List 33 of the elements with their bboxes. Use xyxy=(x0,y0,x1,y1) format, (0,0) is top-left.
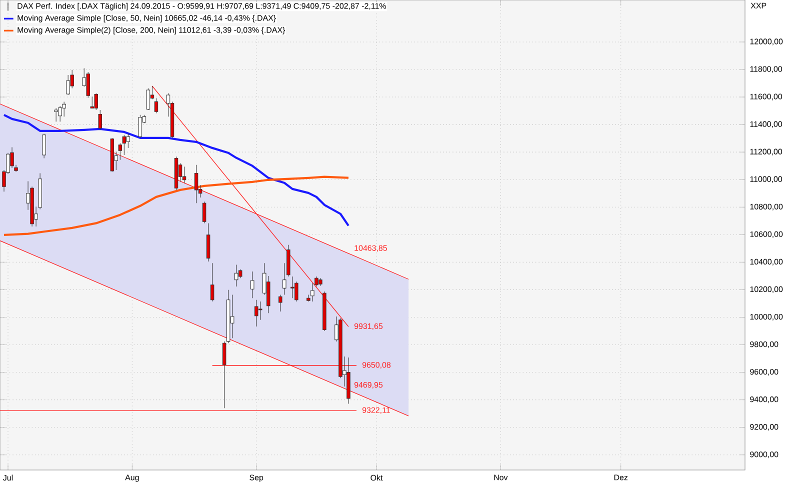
candlestick xyxy=(234,264,238,287)
candlestick xyxy=(122,134,126,156)
candlestick xyxy=(206,222,210,262)
candlestick xyxy=(94,93,98,110)
candlestick xyxy=(194,164,198,204)
candlestick xyxy=(266,276,270,314)
candlestick xyxy=(90,96,94,108)
candlestick xyxy=(154,98,158,114)
candlestick xyxy=(126,132,130,148)
candlestick xyxy=(58,106,62,122)
candlestick xyxy=(118,142,122,160)
candlestick xyxy=(138,114,142,138)
candlestick xyxy=(230,294,234,338)
line-series xyxy=(2,176,350,236)
candlestick xyxy=(86,72,90,98)
candlestick xyxy=(182,166,186,184)
candlestick xyxy=(66,74,70,96)
candlestick xyxy=(210,262,214,302)
candlestick xyxy=(98,110,102,130)
candlestick xyxy=(278,294,282,312)
candlestick xyxy=(42,134,46,159)
candlestick xyxy=(202,201,206,224)
candlestick xyxy=(314,276,318,287)
candlestick xyxy=(310,282,314,302)
candlestick xyxy=(290,276,294,298)
candlestick xyxy=(258,301,262,320)
candlestick xyxy=(294,281,298,302)
candlestick xyxy=(146,88,150,110)
candlestick xyxy=(222,341,226,408)
candlestick xyxy=(250,271,254,298)
candlestick xyxy=(282,262,286,296)
candlestick xyxy=(254,300,258,327)
candlestick xyxy=(54,108,58,122)
